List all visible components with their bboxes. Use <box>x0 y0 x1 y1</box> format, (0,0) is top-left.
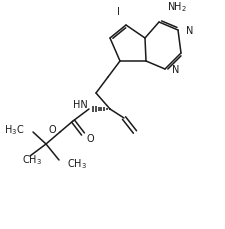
Text: NH$_2$: NH$_2$ <box>166 0 186 14</box>
Text: CH$_3$: CH$_3$ <box>67 156 87 170</box>
Text: CH$_3$: CH$_3$ <box>22 153 42 166</box>
Text: O: O <box>48 124 56 134</box>
Text: HN: HN <box>72 100 87 109</box>
Text: O: O <box>86 134 93 143</box>
Text: I: I <box>116 7 119 17</box>
Text: H$_3$C: H$_3$C <box>4 123 24 136</box>
Text: N: N <box>185 26 193 36</box>
Text: N: N <box>171 65 179 75</box>
